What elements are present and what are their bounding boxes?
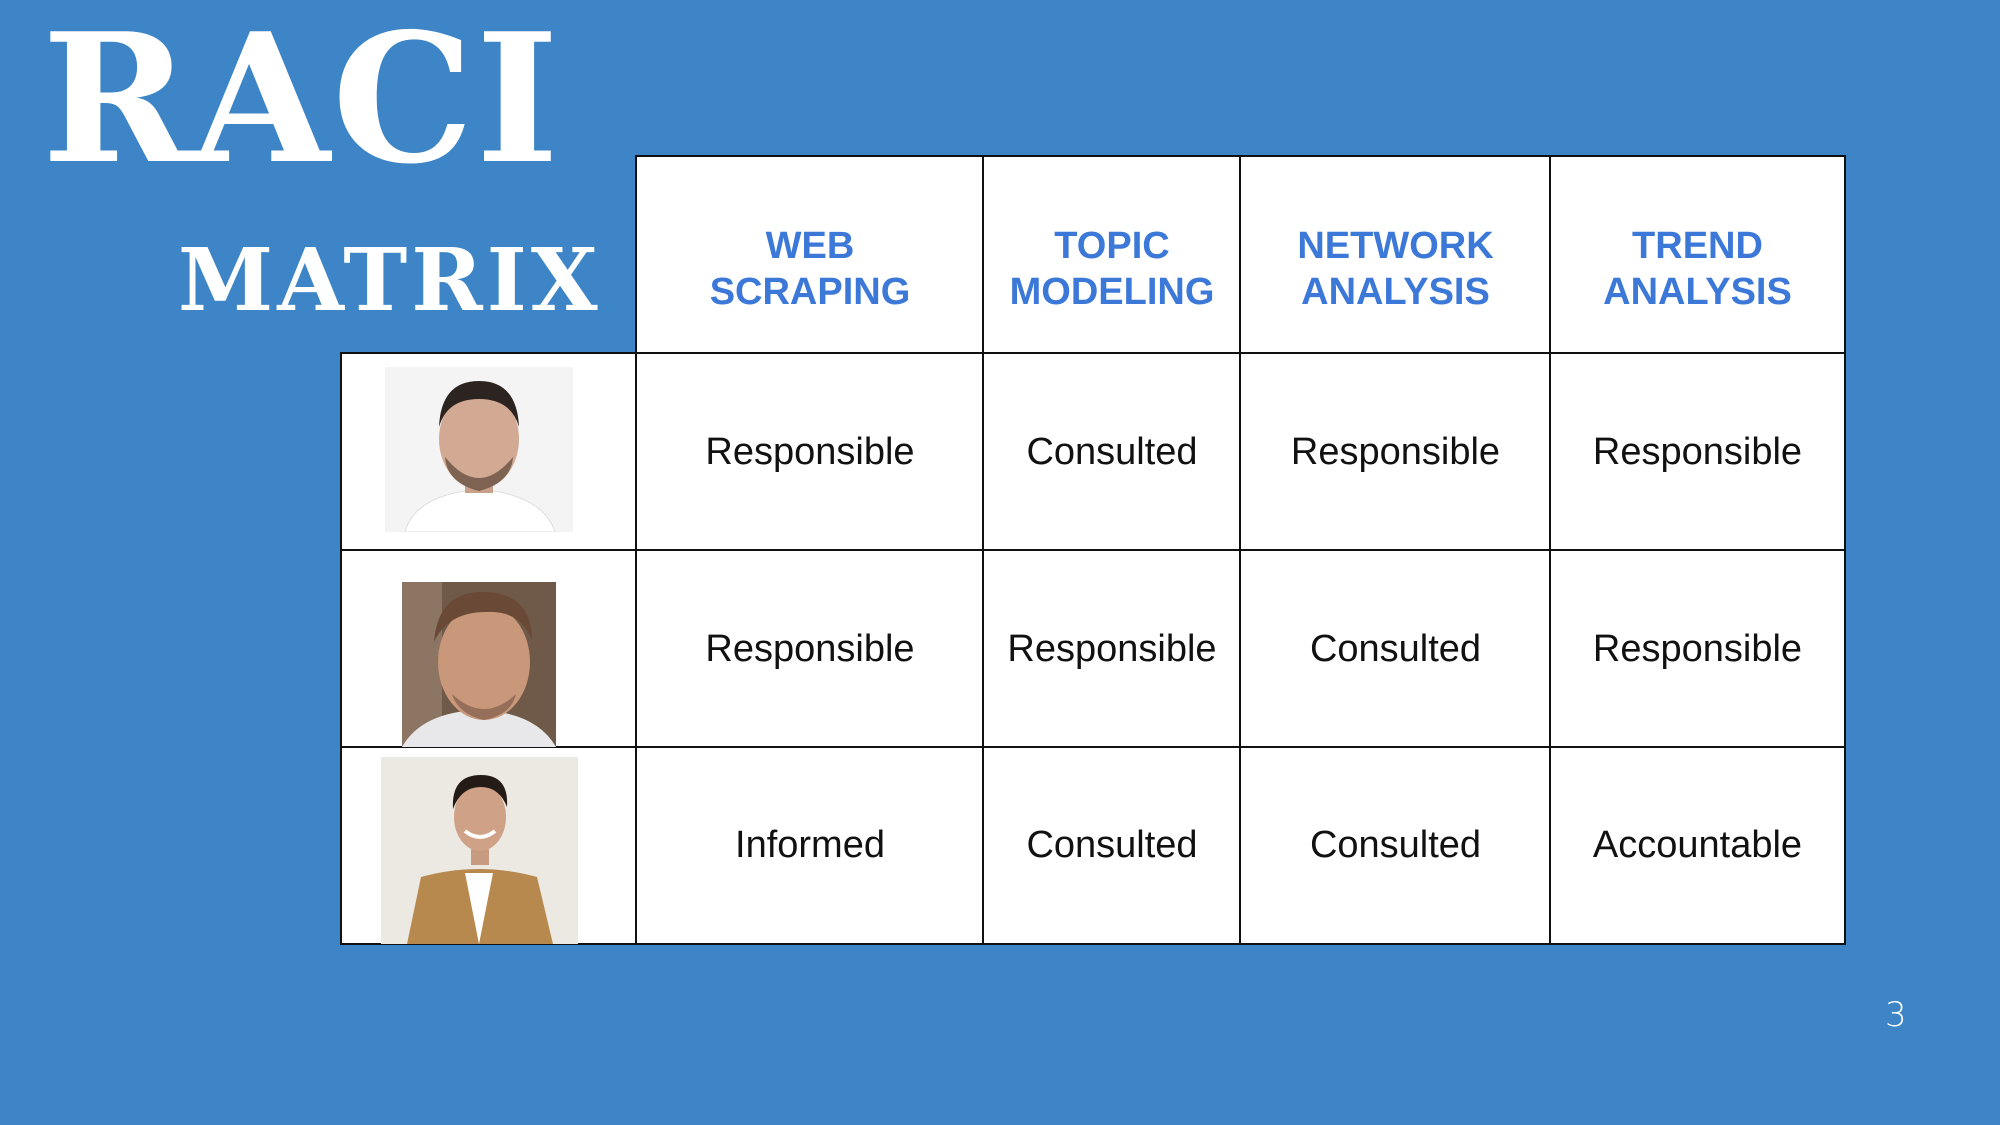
table-cell: Responsible xyxy=(635,549,985,749)
column-header-trend-analysis: TREND ANALYSIS xyxy=(1549,155,1846,355)
team-member-3-photo xyxy=(381,757,578,944)
portrait-image xyxy=(381,757,578,944)
table-cell: Responsible xyxy=(1549,352,1846,552)
table-cell: Consulted xyxy=(982,352,1242,552)
table-cell: Responsible xyxy=(982,549,1242,749)
table-cell: Consulted xyxy=(982,746,1242,945)
portrait-image xyxy=(385,367,573,532)
team-member-2-photo xyxy=(402,582,556,747)
slide-title: RACI xyxy=(42,0,561,203)
column-header-network-analysis: NETWORK ANALYSIS xyxy=(1239,155,1552,355)
column-header-web-scraping: WEB SCRAPING xyxy=(635,155,985,355)
table-cell: Consulted xyxy=(1239,549,1552,749)
portrait-image xyxy=(402,582,556,747)
table-cell: Consulted xyxy=(1239,746,1552,945)
table-cell: Responsible xyxy=(1239,352,1552,552)
table-cell: Informed xyxy=(635,746,985,945)
column-header-topic-modeling: TOPIC MODELING xyxy=(982,155,1242,355)
slide-subtitle: MATRIX xyxy=(178,230,602,331)
team-member-1-photo xyxy=(385,367,573,532)
table-cell: Responsible xyxy=(1549,549,1846,749)
table-cell: Responsible xyxy=(635,352,985,552)
page-number: 3 xyxy=(1885,995,1907,1035)
table-cell: Accountable xyxy=(1549,746,1846,945)
